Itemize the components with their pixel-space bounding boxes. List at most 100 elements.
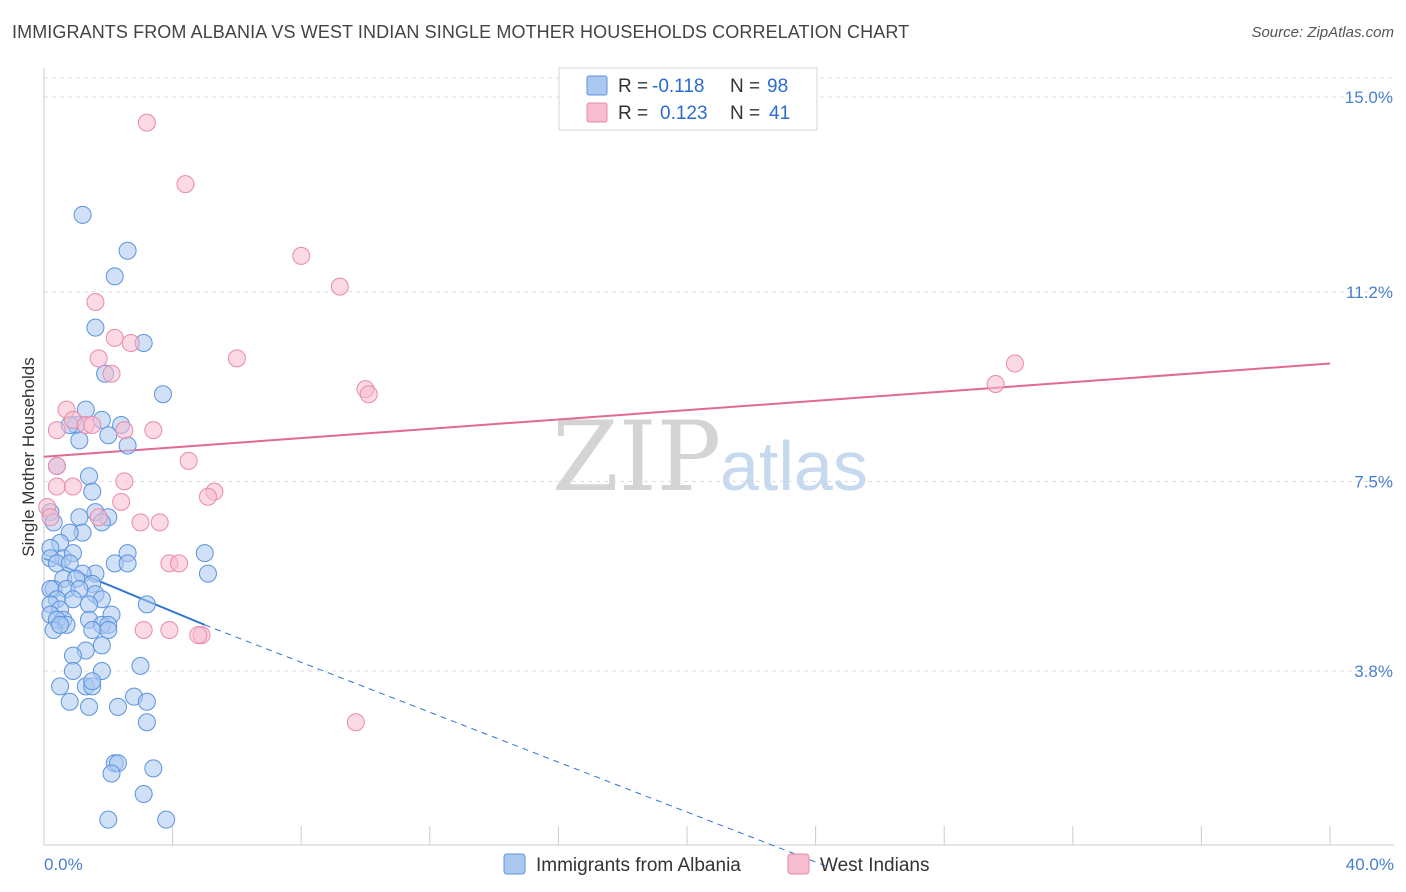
x-tick-label-max: 40.0% — [1346, 855, 1394, 874]
point-west-indians-18 — [47, 421, 66, 440]
point-albania-87 — [134, 785, 153, 803]
point-albania-31 — [195, 544, 214, 563]
point-albania-2 — [105, 267, 124, 286]
watermark-atlas: atlas — [720, 427, 868, 505]
y-axis-label: Single Mother Households — [19, 357, 38, 556]
point-west-indians-17 — [83, 416, 102, 434]
y-tick-label-3: 15.0% — [1345, 88, 1393, 107]
point-west-indians-0 — [137, 113, 156, 132]
point-west-indians-36 — [134, 621, 153, 639]
point-albania-21 — [70, 508, 89, 527]
point-west-indians-3 — [330, 277, 349, 296]
point-albania-0 — [73, 205, 92, 224]
legend-swatch-albania — [586, 75, 608, 96]
point-west-indians-19 — [115, 421, 134, 440]
point-albania-42 — [198, 564, 217, 583]
legend-swatch-west-indians — [586, 102, 608, 123]
point-west-indians-40 — [346, 713, 365, 732]
point-west-indians-10 — [1005, 354, 1024, 373]
bottom-legend-swatch-albania — [503, 853, 526, 875]
watermark: ZIP atlas — [552, 401, 868, 513]
point-albania-69 — [63, 646, 82, 665]
point-albania-1 — [118, 241, 137, 260]
point-west-indians-33 — [150, 513, 169, 532]
point-albania-88 — [99, 810, 118, 829]
point-albania-6 — [153, 385, 172, 404]
point-albania-82 — [137, 713, 156, 732]
y-tick-label-0: 3.8% — [1354, 662, 1393, 681]
trend-line-west-indians — [43, 362, 1331, 458]
point-albania-12 — [99, 426, 118, 445]
series-legend: Immigrants from Albania West Indians — [503, 853, 929, 876]
legend-r-label-albania: R = — [618, 76, 648, 97]
point-west-indians-1 — [176, 175, 195, 194]
point-albania-14 — [118, 436, 137, 455]
point-west-indians-27 — [198, 487, 217, 506]
point-albania-16 — [80, 467, 99, 486]
point-west-indians-2 — [292, 246, 311, 265]
bottom-legend-label-albania: Immigrants from Albania — [536, 855, 741, 876]
point-west-indians-23 — [115, 472, 134, 491]
point-albania-76 — [83, 672, 102, 691]
bottom-legend-swatch-west-indians — [787, 853, 810, 875]
point-west-indians-32 — [131, 513, 150, 532]
point-west-indians-6 — [121, 334, 140, 352]
point-west-indians-29 — [112, 492, 131, 511]
point-albania-79 — [60, 692, 79, 711]
point-albania-80 — [80, 697, 99, 716]
point-west-indians-31 — [89, 508, 108, 527]
point-west-indians-9 — [102, 364, 121, 383]
point-albania-78 — [137, 692, 156, 711]
point-west-indians-20 — [144, 421, 163, 440]
watermark-zip: ZIP — [552, 401, 721, 513]
point-west-indians-8 — [89, 349, 108, 368]
point-west-indians-39 — [189, 626, 208, 645]
point-west-indians-24 — [47, 477, 66, 496]
legend-r-value-west-indians: 0.123 — [660, 103, 708, 124]
point-west-indians-22 — [47, 457, 66, 475]
point-albania-73 — [51, 677, 70, 696]
point-west-indians-30 — [41, 508, 60, 527]
point-albania-67 — [92, 636, 111, 655]
series-albania-points — [41, 205, 217, 829]
point-west-indians-7 — [227, 349, 246, 368]
point-west-indians-13 — [359, 385, 378, 404]
point-albania-13 — [70, 431, 89, 450]
legend-n-label-albania: N = — [730, 76, 760, 97]
point-west-indians-4 — [86, 293, 105, 311]
point-west-indians-35 — [170, 554, 189, 573]
legend-n-value-albania: 98 — [767, 76, 788, 97]
source-credit: Source: ZipAtlas.com — [1251, 24, 1394, 41]
point-albania-36 — [118, 554, 137, 573]
bottom-legend-label-west-indians: West Indians — [820, 855, 929, 876]
point-albania-86 — [102, 764, 121, 783]
legend-r-value-albania: -0.118 — [652, 76, 704, 97]
point-albania-81 — [108, 697, 127, 716]
point-albania-52 — [80, 595, 99, 614]
point-albania-89 — [157, 810, 176, 829]
y-tick-labels: 3.8% 7.5% 11.2% 15.0% — [1345, 88, 1393, 681]
point-west-indians-11 — [986, 375, 1005, 393]
series-west-indians-points — [38, 113, 1024, 732]
chart-title: IMMIGRANTS FROM ALBANIA VS WEST INDIAN S… — [12, 22, 910, 42]
legend-n-value-west-indians: 41 — [769, 103, 790, 124]
trend-line-albania-extension — [204, 624, 826, 867]
y-tick-label-2: 11.2% — [1346, 283, 1393, 302]
point-west-indians-25 — [63, 477, 82, 496]
axes — [43, 68, 1394, 846]
point-west-indians-21 — [179, 451, 198, 470]
y-tick-label-1: 7.5% — [1354, 472, 1393, 491]
legend-n-label-west-indians: N = — [730, 103, 760, 124]
point-west-indians-5 — [105, 328, 124, 347]
point-albania-34 — [60, 554, 79, 573]
point-albania-64 — [99, 621, 118, 639]
point-albania-70 — [131, 656, 150, 675]
point-albania-55 — [137, 595, 156, 614]
legend-r-label-west-indians: R = — [618, 103, 648, 124]
point-albania-17 — [83, 482, 102, 501]
point-albania-66 — [51, 615, 70, 634]
point-albania-85 — [144, 759, 163, 778]
stats-legend: R = -0.118 N = 98 R = 0.123 N = 41 — [558, 67, 818, 131]
point-west-indians-37 — [160, 621, 179, 639]
